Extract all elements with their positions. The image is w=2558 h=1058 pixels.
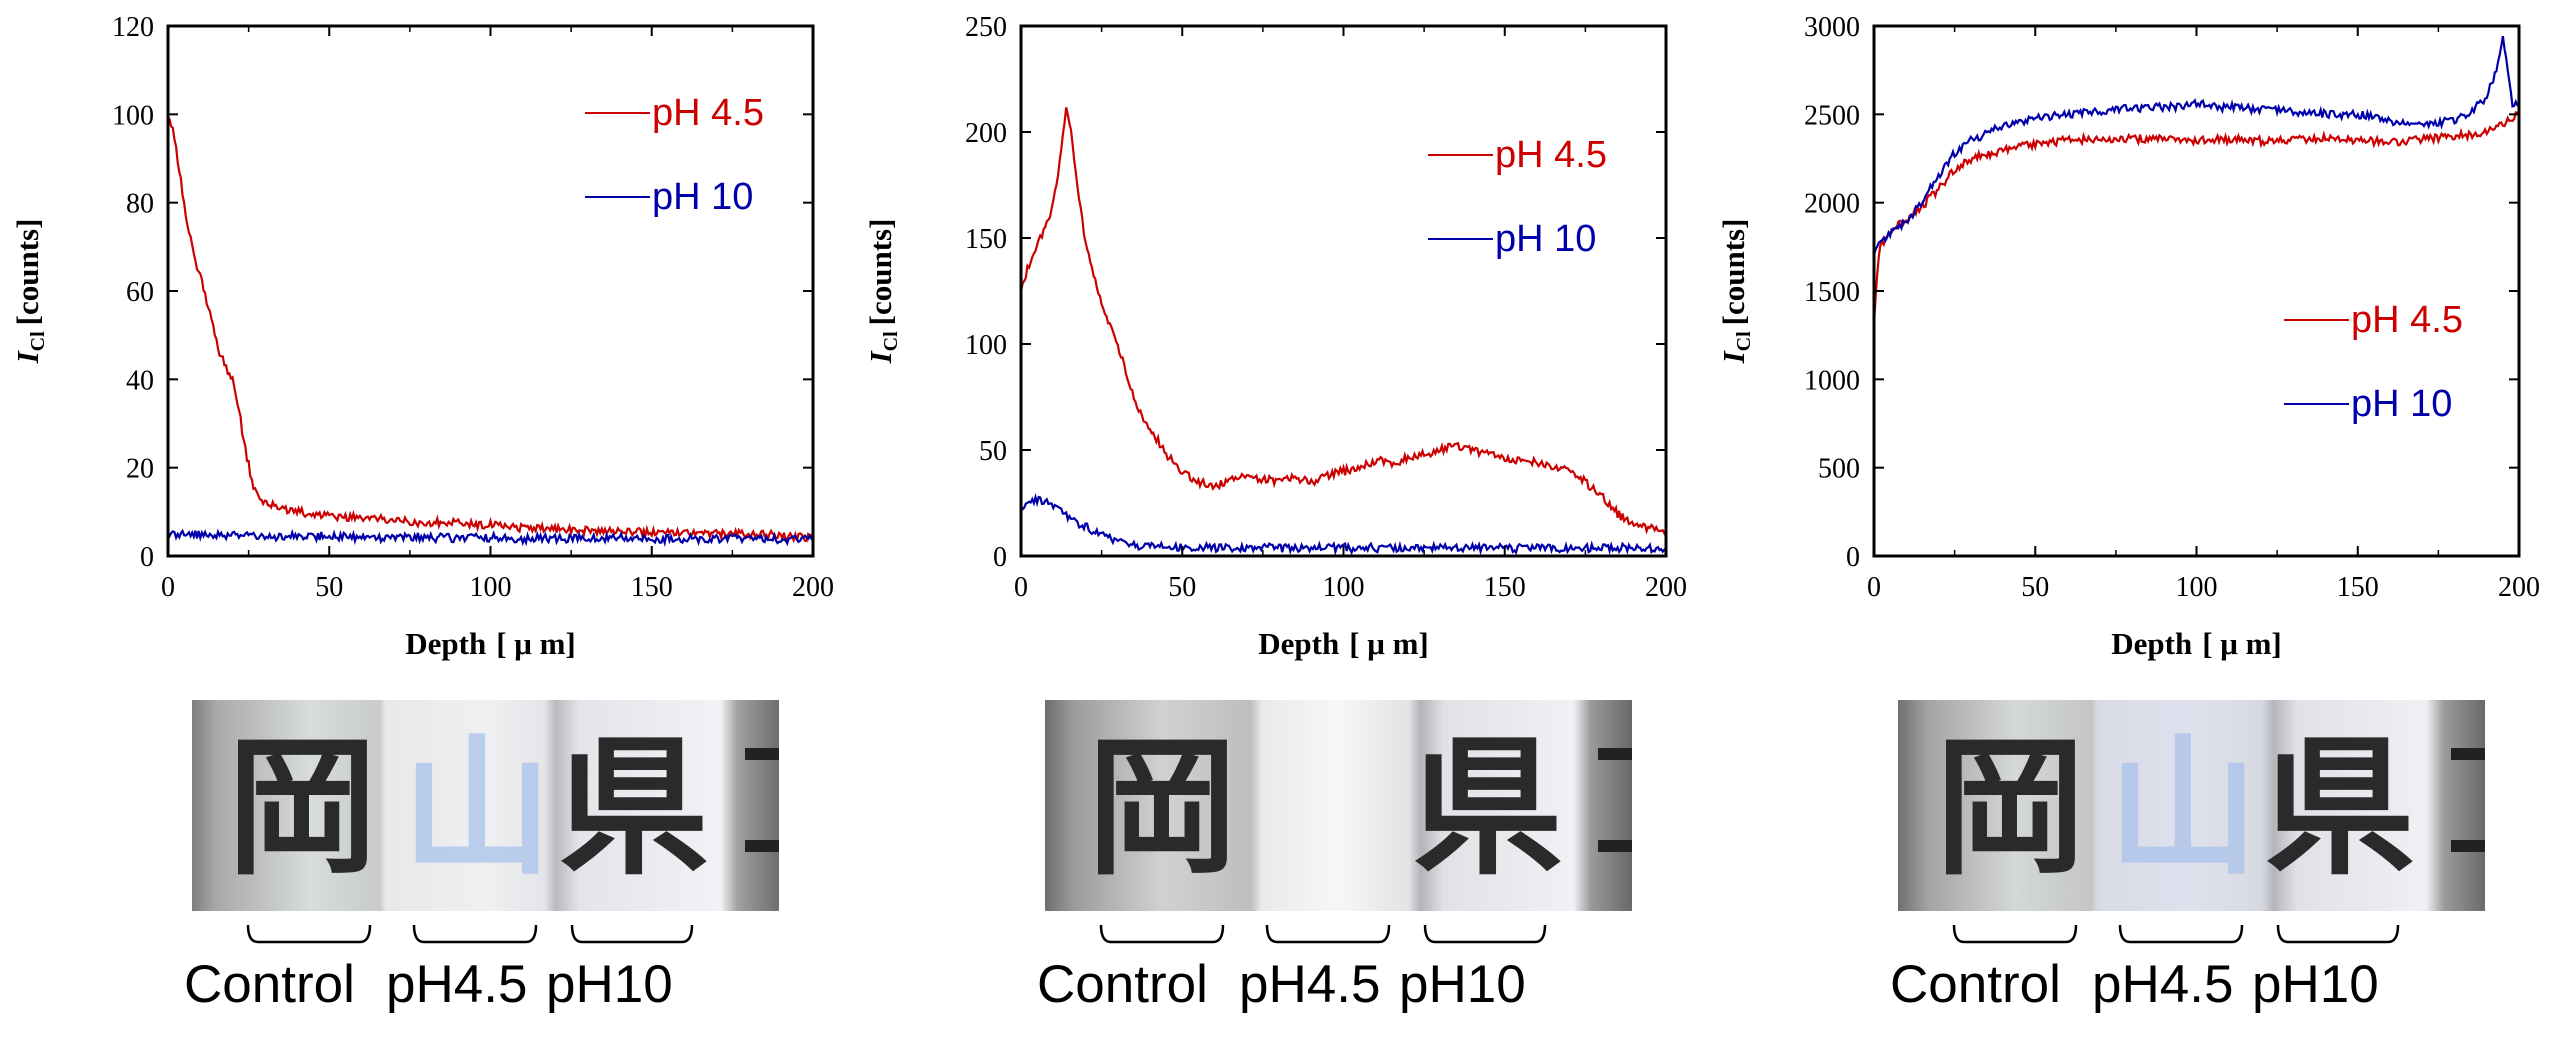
kanji-ph10: 県 (559, 722, 709, 896)
y-tick-label: 0 (993, 542, 1007, 573)
photo-sample-3: 岡 山 県 (1898, 700, 2485, 911)
legend-label-ph45: pH 4.5 (2351, 299, 2463, 341)
region-brackets (246, 924, 694, 944)
y-axis-label: ICl[counts] (10, 219, 49, 365)
kanji-control: 岡 (1087, 722, 1237, 896)
figure-panel-1: 0 50 100 150 200 0 20 40 60 80 100 120 pH 4.5 pH 10 … (0, 0, 852, 1058)
legend-label-ph45: pH 4.5 (652, 92, 764, 134)
plot-frame (1019, 24, 1668, 558)
series-line-ph45 (1019, 107, 1667, 536)
kanji-ph10: 県 (1413, 722, 1563, 896)
y-tick-label: 200 (965, 118, 1007, 149)
series-line-ph45 (1872, 111, 2519, 325)
y-tick-label: 40 (126, 365, 154, 396)
x-axis-label: Depth[ μ m] (2111, 626, 2282, 661)
photo-sample-2: 岡 県 (1045, 700, 1632, 911)
figure-panel-2: 0 50 100 150 200 0 50 100 150 200 250 pH 4.5 pH 10 … (853, 0, 1705, 1058)
x-tick-label: 200 (2498, 572, 2540, 603)
y-tick-label: 80 (126, 189, 154, 220)
kanji-control: 岡 (1935, 722, 2085, 896)
x-tick-label: 200 (792, 572, 834, 603)
legend-label-ph45: pH 4.5 (1495, 134, 1607, 176)
kanji-ph45: 山 (402, 722, 552, 896)
series-line-ph10 (1872, 36, 2520, 256)
x-axis-label: Depth[ μ m] (1258, 626, 1429, 661)
series-line-ph45 (167, 115, 815, 544)
label-ph45: pH4.5 (386, 955, 528, 1014)
y-tick-label: 20 (126, 454, 154, 485)
x-tick-label: 50 (2021, 572, 2049, 603)
y-tick-label: 500 (1818, 454, 1860, 485)
label-ph45: pH4.5 (1239, 955, 1381, 1014)
series-line-ph10 (166, 528, 814, 548)
legend-label-ph10: pH 10 (652, 176, 753, 218)
label-control: Control (1037, 955, 1208, 1014)
kanji-control: 岡 (227, 722, 377, 896)
label-ph45: pH4.5 (2092, 955, 2234, 1014)
y-tick-label: 120 (112, 12, 154, 43)
region-brackets (1952, 924, 2400, 944)
label-ph10: pH10 (1399, 955, 1526, 1014)
label-control: Control (184, 955, 355, 1014)
x-tick-label: 50 (315, 572, 343, 603)
x-tick-label: 150 (2337, 572, 2379, 603)
kanji-ph10: 県 (2265, 722, 2415, 896)
series-line-ph10 (1019, 492, 1667, 557)
x-axis-label: Depth[ μ m] (405, 626, 576, 661)
y-tick-label: 100 (965, 330, 1007, 361)
x-tick-label: 0 (161, 572, 175, 603)
y-axis-label: ICl[counts] (1716, 219, 1755, 365)
x-tick-label: 100 (1323, 572, 1365, 603)
x-tick-label: 50 (1168, 572, 1196, 603)
y-tick-label: 0 (1846, 542, 1860, 573)
x-tick-label: 150 (631, 572, 673, 603)
x-tick-label: 150 (1484, 572, 1526, 603)
y-tick-label: 150 (965, 224, 1007, 255)
label-control: Control (1890, 955, 2061, 1014)
x-tick-label: 100 (2176, 572, 2218, 603)
y-tick-label: 250 (965, 12, 1007, 43)
y-tick-label: 60 (126, 277, 154, 308)
y-tick-label: 1000 (1804, 365, 1860, 396)
x-tick-label: 0 (1867, 572, 1881, 603)
x-tick-label: 200 (1645, 572, 1687, 603)
y-tick-label: 0 (140, 542, 154, 573)
photo-sample-1: 岡 山 県 (192, 700, 779, 911)
y-axis-label: ICl[counts] (863, 219, 902, 365)
figure-panel-3: 0 50 100 150 200 0 500 1000 1500 2000 2500 3000 pH … (1706, 0, 2558, 1058)
y-tick-label: 2500 (1804, 100, 1860, 131)
x-tick-label: 100 (470, 572, 512, 603)
y-tick-label: 1500 (1804, 277, 1860, 308)
legend-label-ph10: pH 10 (1495, 218, 1596, 260)
x-tick-label: 0 (1014, 572, 1028, 603)
legend-label-ph10: pH 10 (2351, 383, 2452, 425)
kanji-ph45: 山 (2108, 722, 2258, 896)
label-ph10: pH10 (546, 955, 673, 1014)
label-ph10: pH10 (2252, 955, 2379, 1014)
y-tick-label: 50 (979, 436, 1007, 467)
y-tick-label: 2000 (1804, 189, 1860, 220)
region-brackets (1099, 924, 1547, 944)
y-tick-label: 100 (112, 100, 154, 131)
y-tick-label: 3000 (1804, 12, 1860, 43)
